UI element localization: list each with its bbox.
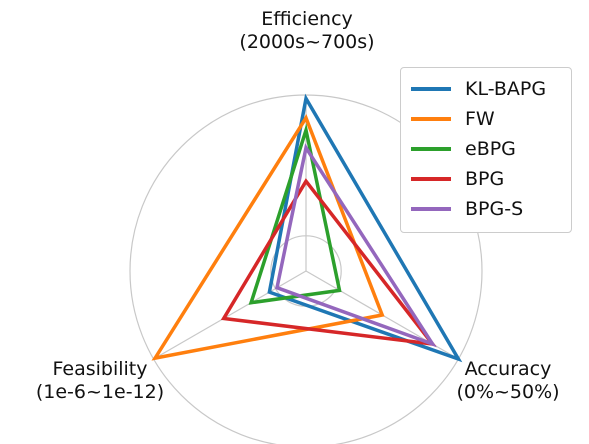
legend-swatch-kl-bapg xyxy=(411,87,451,91)
legend-swatch-bpg xyxy=(411,177,451,181)
series-polygon-fw xyxy=(151,114,385,361)
grid-spoke-feasibility xyxy=(153,270,307,360)
legend-item-ebpg: eBPG xyxy=(411,136,516,162)
axis-label-feasibility: Feasibility (1e-6~1e-12) xyxy=(6,358,194,404)
legend-item-bpg-s: BPG-S xyxy=(411,196,523,222)
legend-label-fw: FW xyxy=(465,108,495,130)
series-polygon-bpg-s xyxy=(274,143,437,348)
legend-swatch-bpg-s xyxy=(411,207,451,211)
series-polygon-kl-bapg xyxy=(267,93,463,363)
legend-label-bpg-s: BPG-S xyxy=(465,198,524,220)
chart-legend: KL-BAPG FW eBPG BPG BPG-S xyxy=(400,67,572,233)
axis-range-accuracy: (0%~50%) xyxy=(456,381,560,403)
series-polygon-ebpg xyxy=(248,123,342,305)
legend-swatch-ebpg xyxy=(411,147,451,151)
axis-range-feasibility: (1e-6~1e-12) xyxy=(35,381,165,403)
legend-label-ebpg: eBPG xyxy=(465,138,516,160)
axis-title-efficiency: Efficiency xyxy=(261,8,353,30)
legend-item-fw: FW xyxy=(411,106,495,132)
axis-title-accuracy: Accuracy xyxy=(464,358,552,380)
legend-label-bpg: BPG xyxy=(465,168,505,190)
legend-item-bpg: BPG xyxy=(411,166,504,192)
axis-title-feasibility: Feasibility xyxy=(52,358,148,380)
radar-series xyxy=(151,93,463,363)
legend-swatch-fw xyxy=(411,117,451,121)
axis-range-efficiency: (2000s~700s) xyxy=(239,31,375,53)
legend-label-kl-bapg: KL-BAPG xyxy=(465,78,547,100)
legend-item-kl-bapg: KL-BAPG xyxy=(411,76,546,102)
axis-label-accuracy: Accuracy (0%~50%) xyxy=(428,358,588,404)
series-polygon-bpg xyxy=(220,178,437,347)
axis-label-efficiency: Efficiency (2000s~700s) xyxy=(194,8,420,54)
